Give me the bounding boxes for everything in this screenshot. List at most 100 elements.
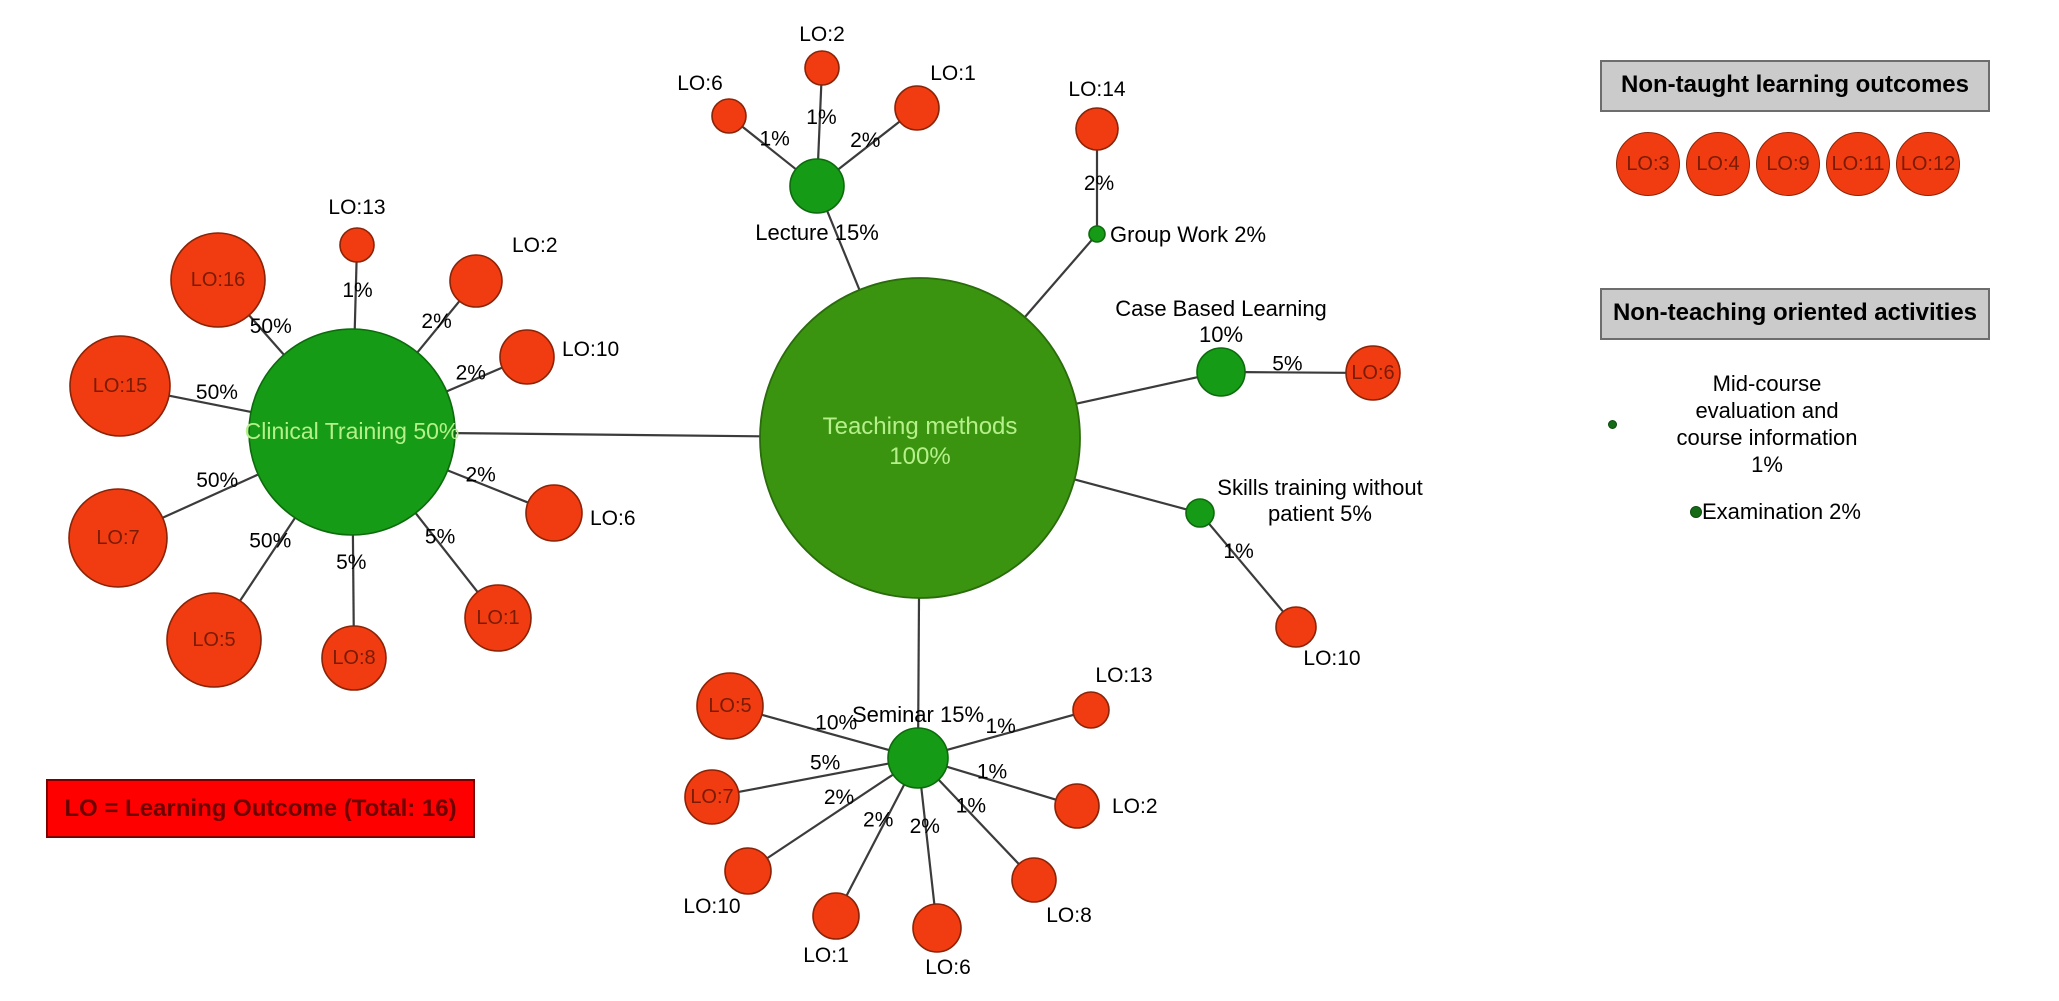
learning-outcome-label: LO:14: [1068, 78, 1126, 101]
non-taught-lo-chip[interactable]: LO:4: [1686, 132, 1750, 196]
learning-outcome-node[interactable]: [69, 335, 171, 437]
method-node-group-work[interactable]: [1088, 225, 1106, 243]
activity-dot-icon: [1690, 505, 1702, 518]
learning-outcome-node[interactable]: [1054, 783, 1100, 829]
edge-clinical-training-to-lo-7: [414, 512, 479, 593]
learning-outcome-label: LO:5: [192, 629, 235, 651]
learning-outcome-label: LO:2: [1112, 795, 1158, 818]
non-teaching-activity-item: Mid-course evaluation and course informa…: [1608, 370, 1917, 478]
learning-outcome-label: LO:10: [683, 895, 740, 918]
learning-outcome-node[interactable]: [1075, 107, 1119, 151]
non-taught-lo-chip[interactable]: LO:11: [1826, 132, 1890, 196]
learning-outcome-node[interactable]: [804, 50, 840, 86]
legend-activity-list: Mid-course evaluation and course informa…: [1600, 358, 1990, 558]
label-layer: 50% 1% 2% 2% 50% 2% 50% 5% 5% 50% LO:16 LO:13 LO:2 LO…: [93, 23, 1423, 979]
legend-non-teaching-header: Non-teaching oriented activities: [1600, 288, 1990, 340]
learning-outcome-label: LO:1: [930, 62, 976, 85]
learning-outcome-label: LO:7: [690, 786, 733, 808]
learning-outcome-node[interactable]: [170, 232, 266, 328]
non-taught-lo-chip[interactable]: LO:12: [1896, 132, 1960, 196]
method-node-seminar[interactable]: [887, 727, 949, 789]
edge-clinical-training-to-lo-9: [239, 517, 296, 602]
learning-outcome-node[interactable]: [339, 227, 375, 263]
learning-outcome-label: LO:8: [332, 647, 375, 669]
learning-outcome-node[interactable]: [1072, 691, 1110, 729]
learning-outcome-label: LO:10: [562, 338, 619, 361]
learning-outcome-label: LO:7: [96, 527, 139, 549]
learning-outcome-node[interactable]: [68, 488, 168, 588]
learning-outcome-label: LO:15: [93, 375, 147, 397]
method-node-clinical-training[interactable]: [248, 328, 456, 536]
edge-percent-clinical-training-9: 50%: [249, 530, 291, 553]
method-label-clinical-training: Clinical Training 50%: [245, 418, 460, 444]
method-node-lecture[interactable]: [789, 158, 845, 214]
learning-outcome-node[interactable]: [684, 769, 740, 825]
learning-outcome-node[interactable]: [1275, 606, 1317, 648]
learning-outcome-node[interactable]: [724, 847, 772, 895]
edge-seminar-to-lo-5: [937, 778, 1020, 865]
non-teaching-activity-label: Examination 2%: [1702, 499, 1861, 524]
legend-non-teaching-activities: Non-teaching oriented activities Mid-cou…: [1600, 288, 1990, 558]
edge-percent-clinical-training-4: 50%: [196, 381, 238, 404]
edge-percent-seminar-6: 2%: [863, 808, 893, 831]
edge-lecture-to-lo-2: [837, 120, 901, 171]
method-label-lecture: Lecture 15%: [755, 220, 879, 245]
method-node-skills-training[interactable]: [1185, 498, 1215, 528]
edge-seminar-to-lo-0: [761, 713, 890, 752]
edge-percent-lecture-0: 1%: [759, 128, 789, 151]
learning-outcome-label: LO:6: [677, 72, 723, 95]
edge-seminar-to-lo-7: [920, 787, 936, 905]
learning-outcome-label: LO:10: [1303, 647, 1360, 670]
edge-percent-clinical-training-3: 2%: [456, 361, 486, 384]
edge-percent-clinical-training-1: 1%: [342, 279, 372, 302]
learning-outcome-node[interactable]: [499, 329, 555, 385]
edge-percent-seminar-3: 1%: [977, 760, 1007, 783]
method-label-seminar: Seminar 15%: [852, 702, 984, 727]
learning-outcome-node[interactable]: [1011, 857, 1057, 903]
edge-clinical-training-to-lo-3: [446, 366, 503, 393]
learning-outcome-node[interactable]: [894, 85, 940, 131]
learning-outcome-label: LO:16: [191, 269, 245, 291]
learning-outcome-node[interactable]: [696, 672, 764, 740]
learning-outcome-node[interactable]: [1345, 345, 1401, 401]
edge-percent-clinical-training-5: 2%: [465, 464, 495, 487]
non-taught-lo-chip[interactable]: LO:9: [1756, 132, 1820, 196]
learning-outcome-node[interactable]: [525, 484, 583, 542]
learning-outcome-node[interactable]: [912, 903, 962, 953]
edge-percent-clinical-training-2: 2%: [421, 310, 451, 333]
learning-outcome-label: LO:5: [708, 695, 751, 717]
edge-clinical-training-to-lo-2: [416, 300, 461, 354]
edge-clinical-training-to-lo-5: [447, 469, 529, 504]
teaching-methods-root-node[interactable]: [759, 277, 1081, 599]
learning-outcome-label: LO:2: [512, 234, 558, 257]
edge-root-to-case-based-learning: [1076, 376, 1198, 405]
learning-outcome-node[interactable]: [711, 98, 747, 134]
edge-clinical-training-to-lo-0: [248, 314, 285, 356]
edge-percent-clinical-training-6: 50%: [196, 469, 238, 492]
edge-lecture-to-lo-1: [817, 84, 823, 160]
non-taught-lo-chip[interactable]: LO:3: [1616, 132, 1680, 196]
learning-outcome-node[interactable]: [812, 892, 860, 940]
node-layer: [68, 50, 1401, 953]
learning-outcome-node[interactable]: [449, 254, 503, 308]
edge-percent-lecture-1: 1%: [806, 106, 836, 129]
legend-non-taught-learning-outcomes: Non-taught learning outcomes LO:3 LO:4 LO:…: [1600, 60, 1990, 196]
edge-lecture-to-lo-0: [741, 125, 797, 171]
root-node-value: 100%: [889, 443, 950, 470]
method-node-case-based-learning[interactable]: [1196, 347, 1246, 397]
learning-outcome-node[interactable]: [166, 592, 262, 688]
edge-root-to-clinical-training: [454, 431, 761, 438]
edge-percent-case-based-learning-0: 5%: [1272, 352, 1302, 375]
legend-non-taught-chips: LO:3 LO:4 LO:9 LO:11 LO:12: [1600, 132, 1990, 196]
edge-root-to-skills-training: [1074, 478, 1187, 511]
learning-outcome-node[interactable]: [464, 584, 532, 652]
learning-outcome-node[interactable]: [321, 625, 387, 691]
learning-outcome-label: LO:1: [803, 944, 849, 967]
edge-percent-seminar-1: 1%: [985, 715, 1015, 738]
activity-dot-icon: [1608, 419, 1617, 429]
method-label-skills-training: Skills training without: [1217, 475, 1422, 500]
learning-outcome-label: LO:13: [328, 196, 385, 219]
edge-seminar-to-lo-6: [845, 784, 906, 897]
edge-case-based-learning-to-lo-0: [1244, 371, 1347, 374]
